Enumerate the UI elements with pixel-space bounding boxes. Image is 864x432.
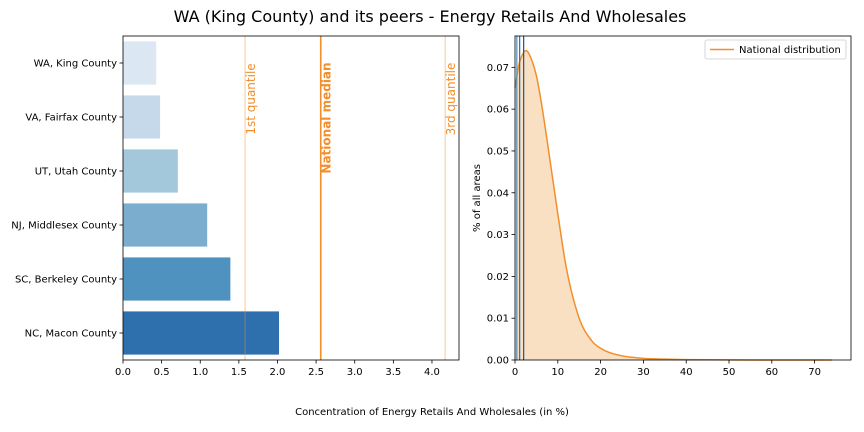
x-tick-label: 40 xyxy=(680,367,693,378)
y-tick-label: 0.02 xyxy=(487,272,509,283)
y-axis-label: % of all areas xyxy=(472,164,483,232)
y-tick-label: 0.01 xyxy=(487,314,509,325)
bar xyxy=(123,203,208,247)
x-tick-label: 1.0 xyxy=(192,367,208,378)
x-tick-labels: 0.0 0.5 1.0 1.5 2.0 2.5 3.0 3.5 4.0 xyxy=(115,360,440,378)
x-tick-label: 3.0 xyxy=(347,367,363,378)
y-tick-label: VA, Fairfax County xyxy=(25,113,117,124)
x-tick-label: 50 xyxy=(723,367,736,378)
x-tick-label: 0.5 xyxy=(154,367,170,378)
distribution-area xyxy=(515,50,832,360)
shared-x-axis-label: Concentration of Energy Retails And Whol… xyxy=(295,407,569,418)
bar xyxy=(123,41,157,85)
y-tick-label: NC, Macon County xyxy=(25,329,117,340)
distribution-panel: 0.00 0.01 0.02 0.03 0.04 0.05 0.06 0.07 0 10 20 30… xyxy=(472,35,852,378)
x-tick-label: 60 xyxy=(765,367,778,378)
figure-title: WA (King County) and its peers - Energy … xyxy=(174,7,687,26)
reference-lines-group: 1st quantile National median 3rd quantile xyxy=(244,36,458,360)
y-tick-label: 0.05 xyxy=(487,146,509,157)
y-tick-labels: WA, King County VA, Fairfax County UT, Uta… xyxy=(11,59,123,340)
y-tick-label: UT, Utah County xyxy=(35,167,117,178)
x-tick-label: 0.0 xyxy=(115,367,131,378)
reference-line-label: National median xyxy=(320,62,334,173)
y-tick-label: 0.04 xyxy=(487,188,509,199)
bar-chart-frame xyxy=(122,35,460,361)
y-tick-label: 0.00 xyxy=(487,356,509,367)
x-tick-label: 20 xyxy=(594,367,607,378)
x-tick-labels-right: 0 10 20 30 40 50 60 70 xyxy=(512,360,821,378)
x-tick-label: 10 xyxy=(551,367,564,378)
y-tick-label: WA, King County xyxy=(34,59,117,70)
x-tick-label: 1.5 xyxy=(231,367,247,378)
x-tick-label: 30 xyxy=(637,367,650,378)
y-tick-label: SC, Berkeley County xyxy=(15,275,117,286)
x-tick-label: 4.0 xyxy=(424,367,440,378)
bar-chart-panel: 1st quantile National median 3rd quantile … xyxy=(11,35,460,378)
bars-group xyxy=(123,41,280,355)
bar xyxy=(123,149,178,193)
reference-line-label: 1st quantile xyxy=(244,63,258,134)
bar xyxy=(123,95,161,139)
y-tick-label: 0.06 xyxy=(487,105,509,116)
x-tick-label: 2.0 xyxy=(270,367,286,378)
x-tick-label: 0 xyxy=(512,367,518,378)
x-tick-label: 70 xyxy=(808,367,821,378)
y-tick-label: 0.03 xyxy=(487,230,509,241)
legend-label: National distribution xyxy=(739,45,841,56)
bar xyxy=(123,257,231,301)
distribution-frame xyxy=(514,35,852,361)
reference-line-label: 3rd quantile xyxy=(444,63,458,136)
x-tick-label: 3.5 xyxy=(385,367,401,378)
y-tick-labels-right: 0.00 0.01 0.02 0.03 0.04 0.05 0.06 0.07 xyxy=(487,63,515,367)
distribution-curve xyxy=(514,49,832,361)
peer-lines-group xyxy=(516,36,525,360)
x-tick-label: 2.5 xyxy=(308,367,324,378)
bar xyxy=(123,311,280,355)
legend-box xyxy=(704,39,847,60)
y-tick-label: NJ, Middlesex County xyxy=(11,221,117,232)
y-tick-label: 0.07 xyxy=(487,63,509,74)
legend: National distribution xyxy=(704,39,847,60)
